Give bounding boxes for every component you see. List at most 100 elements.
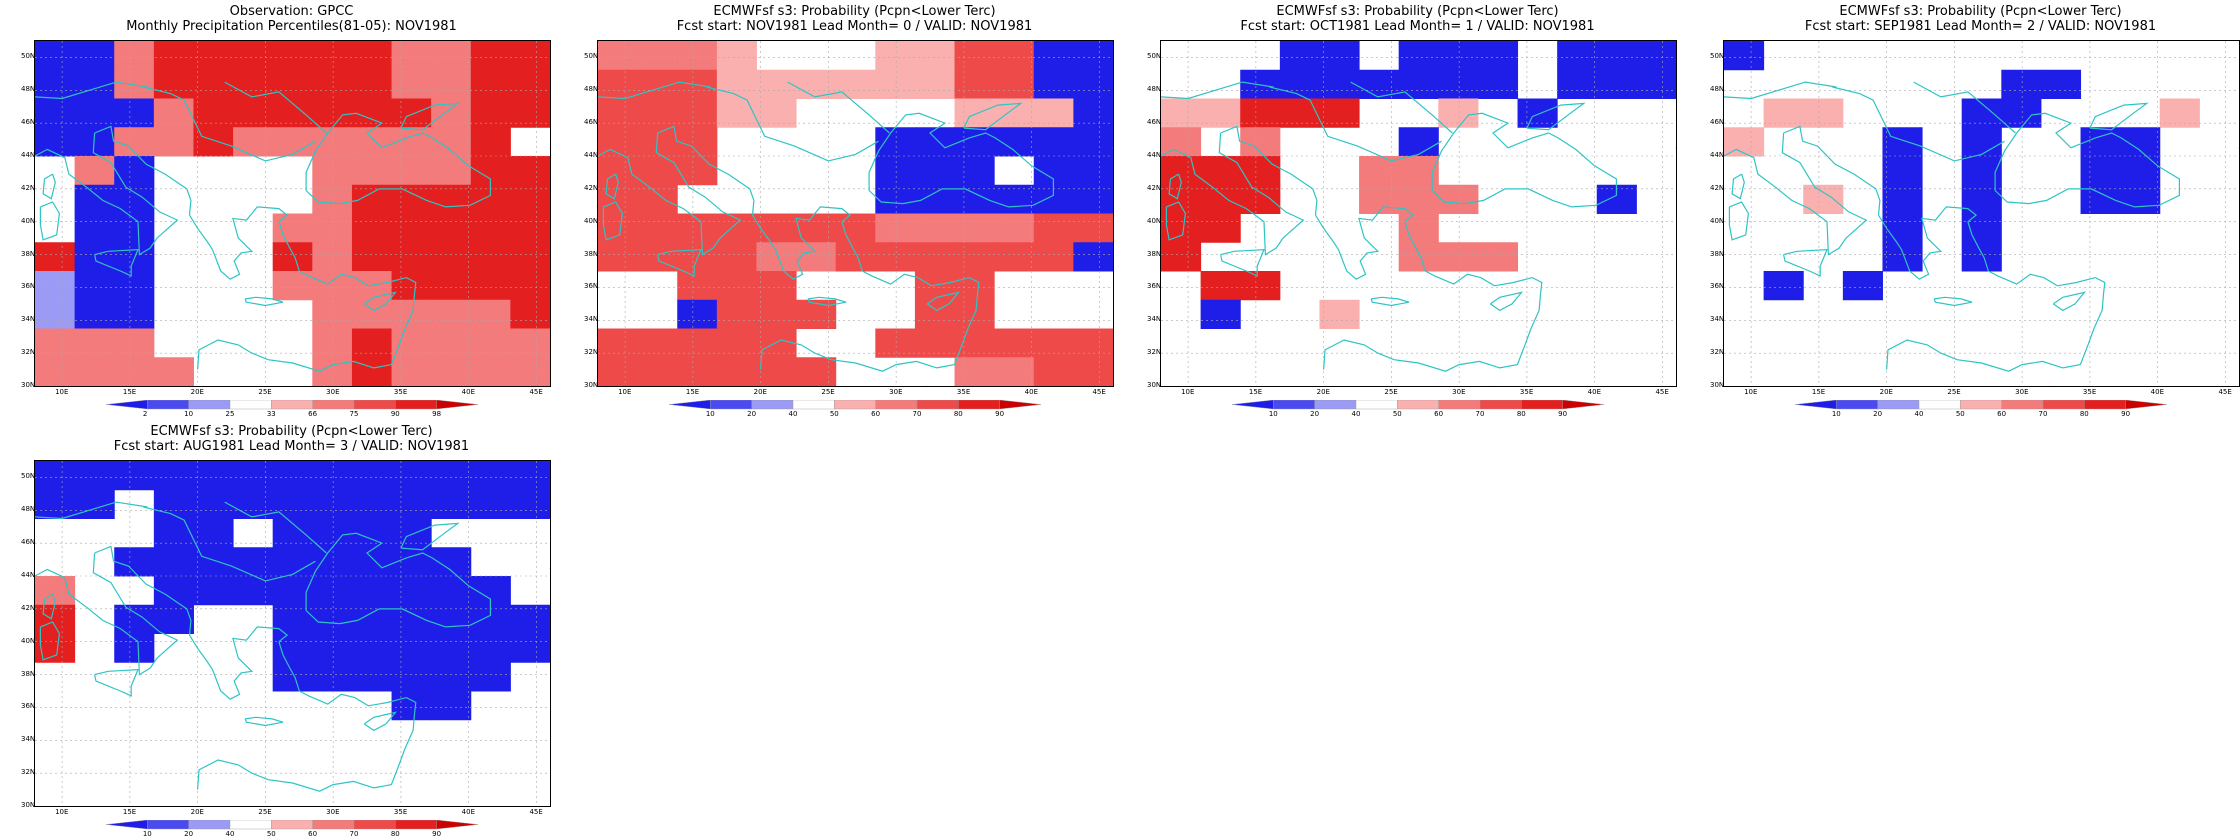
grid-cell bbox=[1359, 184, 1400, 214]
lat-label: 44N bbox=[21, 571, 36, 579]
grid-cell bbox=[351, 547, 393, 577]
panel-title-line1: ECMWFsf s3: Probability (Pcpn<Lower Terc… bbox=[1276, 4, 1559, 19]
colorbar-label: 50 bbox=[829, 410, 839, 418]
panel-title-line2: Fcst start: SEP1981 Lead Month= 2 / VALI… bbox=[1804, 19, 2157, 34]
lon-label: 15E bbox=[1811, 388, 1826, 396]
grid-cell bbox=[1073, 184, 1113, 214]
coastline bbox=[400, 102, 460, 131]
grid-cell bbox=[1636, 41, 1676, 71]
grid-cell bbox=[351, 242, 393, 272]
colorbar-swatch bbox=[1479, 400, 1522, 410]
grid-cell bbox=[510, 299, 550, 329]
grid-cell bbox=[391, 156, 432, 186]
colorbar-label: 40 bbox=[1914, 410, 1924, 418]
grid-cell bbox=[716, 271, 757, 301]
grid-cell bbox=[796, 357, 837, 386]
grid-cell bbox=[114, 271, 155, 301]
grid-cell bbox=[1240, 156, 1281, 186]
lat-label: 32N bbox=[584, 348, 599, 357]
coastline bbox=[1933, 296, 1973, 307]
map-area bbox=[1723, 40, 2240, 387]
grid-cell bbox=[431, 213, 472, 243]
grid-cell bbox=[677, 156, 718, 186]
coastline bbox=[1913, 81, 2016, 134]
grid-cell bbox=[153, 518, 194, 548]
map-panel-5: ECMWFsf s3: Probability (Pcpn<Lower Terc… bbox=[21, 424, 561, 839]
colorbar bbox=[668, 400, 1041, 410]
lon-label: 35E bbox=[2082, 388, 2097, 396]
grid-cell bbox=[1033, 213, 1074, 243]
lon-label: 25E bbox=[1947, 388, 1961, 396]
lon-label: 30E bbox=[889, 388, 903, 396]
grid-cell bbox=[114, 633, 155, 663]
grid-cell bbox=[193, 69, 234, 99]
lat-label: 50N bbox=[1710, 52, 1725, 61]
grid-cell bbox=[1557, 69, 1598, 99]
grid-cell bbox=[351, 576, 393, 606]
grid-cell bbox=[272, 242, 313, 272]
coastline bbox=[963, 102, 1023, 131]
grid-cell bbox=[1200, 299, 1241, 329]
grid-cell bbox=[233, 461, 274, 491]
grid-cell bbox=[510, 213, 550, 243]
grid-cell bbox=[431, 576, 472, 606]
grid-cell bbox=[391, 41, 432, 71]
grid-cell bbox=[637, 127, 678, 157]
grid-cell bbox=[193, 576, 234, 606]
grid-cell bbox=[391, 357, 432, 386]
lat-label: 44N bbox=[1710, 151, 1725, 159]
grid-cell bbox=[431, 299, 472, 329]
coastline bbox=[35, 81, 148, 100]
grid-cell bbox=[875, 242, 916, 272]
grid-cell bbox=[431, 461, 472, 491]
colorbar-label: 40 bbox=[225, 830, 235, 838]
grid-cell bbox=[598, 242, 639, 272]
grid-cell bbox=[1319, 98, 1360, 128]
lat-label: 42N bbox=[1147, 183, 1162, 192]
grid-cell bbox=[193, 41, 234, 71]
grid-cell bbox=[431, 604, 472, 634]
grid-cell bbox=[1477, 242, 1519, 272]
map-panel-3: ECMWFsf s3: Probability (Pcpn<Lower Terc… bbox=[1147, 4, 1687, 419]
grid-cell bbox=[351, 41, 393, 71]
colorbar-swatch bbox=[1959, 400, 2002, 410]
grid-cell bbox=[312, 547, 353, 577]
colorbar-swatch bbox=[187, 400, 230, 410]
grid-cell bbox=[351, 662, 393, 692]
grid-cell bbox=[994, 242, 1035, 272]
grid-cell bbox=[1200, 213, 1241, 243]
grid-cell bbox=[1319, 69, 1360, 99]
coastline bbox=[1370, 296, 1410, 307]
colorbar-label: 90 bbox=[390, 410, 400, 418]
grid-cell bbox=[391, 242, 432, 272]
grid-cell bbox=[1073, 156, 1113, 186]
colorbar-swatch bbox=[1835, 400, 1878, 410]
lon-label: 30E bbox=[2015, 388, 2029, 396]
colorbar-swatch bbox=[1561, 400, 1604, 410]
grid-cell bbox=[74, 357, 115, 386]
grid-cell bbox=[193, 461, 234, 491]
colorbar-label: 20 bbox=[184, 830, 194, 838]
grid-cell bbox=[637, 156, 678, 186]
colorbar-label: 10 bbox=[184, 410, 194, 418]
coastline bbox=[39, 621, 61, 661]
colorbar bbox=[1231, 400, 1604, 410]
lat-label: 44N bbox=[1147, 151, 1162, 159]
lat-label: 50N bbox=[21, 472, 36, 481]
lat-label: 48N bbox=[1710, 85, 1725, 94]
grid-cell bbox=[312, 69, 353, 99]
panel-title-line2: Monthly Precipitation Percentiles(81-05)… bbox=[126, 19, 457, 34]
grid-cell bbox=[954, 357, 995, 386]
grid-cell bbox=[1477, 69, 1519, 99]
grid-cell bbox=[510, 489, 550, 519]
grid-cell bbox=[756, 299, 797, 329]
colorbar-swatch bbox=[353, 400, 396, 410]
lon-label: 45E bbox=[1655, 388, 1669, 396]
lat-label: 30N bbox=[584, 381, 599, 389]
colorbar-swatch bbox=[668, 400, 711, 410]
lon-label: 20E bbox=[753, 388, 767, 396]
map-svg bbox=[35, 41, 550, 386]
grid-cell bbox=[677, 299, 718, 329]
lon-label: 40E bbox=[1587, 388, 1602, 396]
grid-cell bbox=[153, 98, 194, 128]
